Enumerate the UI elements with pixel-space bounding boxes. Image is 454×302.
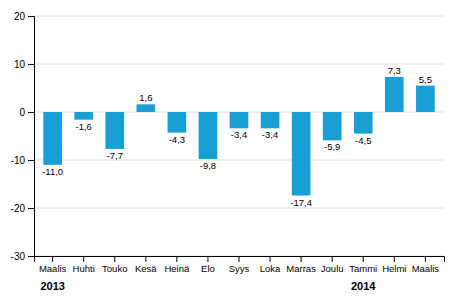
chart: -30 -20 -10 0 10 20 Maalis Huhti Touko Kesä Heinä E… [0, 0, 454, 302]
grid [34, 16, 444, 256]
data-label: 5,5 [419, 74, 432, 85]
tick-label: 20 [14, 11, 26, 22]
tick-mark [114, 256, 115, 262]
tick: Kesä [135, 256, 157, 274]
tick-label: -30 [11, 251, 26, 262]
bar [168, 112, 187, 133]
bar [230, 112, 249, 128]
plot: -30 -20 -10 0 10 20 Maalis Huhti Touko Kesä Heinä E… [11, 11, 445, 292]
tick: -20 [11, 203, 34, 214]
tick-mark [332, 256, 333, 262]
bar [385, 77, 404, 112]
tick-label: 10 [14, 59, 26, 70]
bar [43, 112, 62, 165]
data-labels: -11,0 -1,6 -7,7 1,6 -4,3 -9,8 -3,4 -3,4 -17,4 -5,… [42, 65, 432, 208]
annotations: 2013 2014 [40, 280, 376, 292]
tick-mark [239, 256, 240, 262]
data-label: -9,8 [200, 160, 216, 171]
tick-label: 0 [19, 107, 25, 118]
y-axis: -30 -20 -10 0 10 20 [11, 11, 35, 262]
tick: Tammi [349, 256, 377, 274]
tick: -30 [11, 251, 34, 262]
tick: Helmi [382, 256, 406, 274]
axis-line [35, 257, 445, 263]
tick-label: Heinä [164, 263, 190, 274]
tick-label: Maalis [39, 263, 67, 274]
tick: Loka [260, 256, 281, 274]
tick-label: Maalis [412, 263, 440, 274]
annotation: 2013 [40, 280, 64, 292]
tick: Heinä [164, 256, 190, 274]
grid-line [34, 160, 444, 161]
data-label: 1,6 [139, 92, 152, 103]
data-label: -7,7 [107, 150, 123, 161]
grid-line [34, 16, 444, 17]
tick: Elo [201, 256, 215, 274]
tick-mark [176, 256, 177, 262]
data-label: -11,0 [42, 166, 63, 177]
data-label: -17,4 [290, 197, 312, 208]
tick-label: -10 [11, 155, 26, 166]
tick-mark [270, 256, 271, 262]
tick-mark [145, 256, 146, 262]
data-label: -5,9 [324, 141, 340, 152]
tick-mark [363, 256, 364, 262]
tick-mark [394, 256, 395, 262]
bar [137, 104, 156, 112]
bar [261, 112, 280, 128]
tick-mark [28, 64, 34, 65]
tick-mark [28, 256, 34, 257]
axis-line [28, 17, 35, 257]
bar [323, 112, 342, 140]
tick-label: Syys [229, 263, 250, 274]
tick-label: Kesä [135, 263, 157, 274]
tick-label: Touko [102, 263, 127, 274]
tick-label: Marras [286, 263, 316, 274]
tick-mark [28, 160, 34, 161]
bar [354, 112, 373, 134]
tick: Maalis [412, 256, 440, 274]
grid-line [34, 208, 444, 209]
tick-label: -20 [11, 203, 26, 214]
tick: 0 [19, 107, 34, 118]
data-label: -3,4 [262, 129, 278, 140]
tick: Touko [102, 256, 127, 274]
tick: Joulu [321, 256, 344, 274]
tick-label: Tammi [349, 263, 377, 274]
grid-line [34, 64, 444, 65]
data-label: -4,3 [169, 134, 185, 145]
tick-mark [28, 16, 34, 17]
x-axis: Maalis Huhti Touko Kesä Heinä Elo Syys Loka Marr… [35, 256, 445, 274]
tick: Syys [229, 256, 250, 274]
tick-label: Helmi [382, 263, 406, 274]
tick-label: Huhti [73, 263, 95, 274]
tick-mark [207, 256, 208, 262]
tick: Marras [286, 256, 316, 274]
annotation: 2014 [351, 280, 376, 292]
data-label: -4,5 [355, 135, 371, 146]
tick-label: Loka [260, 263, 281, 274]
bar [105, 112, 124, 149]
tick: 10 [14, 59, 34, 70]
tick-label: Joulu [321, 263, 344, 274]
tick-mark [52, 256, 53, 262]
tick: Huhti [73, 256, 95, 274]
data-label: -3,4 [231, 129, 247, 140]
bars [43, 77, 434, 196]
tick-mark [28, 112, 34, 113]
tick-mark [301, 256, 302, 262]
tick-mark [83, 256, 84, 262]
bar [199, 112, 218, 159]
tick: 20 [14, 11, 34, 22]
bar [292, 112, 311, 196]
tick-mark [425, 256, 426, 262]
bar [416, 86, 435, 112]
data-label: -1,6 [76, 121, 92, 132]
bar [74, 112, 93, 120]
data-label: 7,3 [388, 65, 401, 76]
tick-mark [28, 208, 34, 209]
tick: Maalis [39, 256, 67, 274]
tick: -10 [11, 155, 34, 166]
tick-label: Elo [201, 263, 215, 274]
